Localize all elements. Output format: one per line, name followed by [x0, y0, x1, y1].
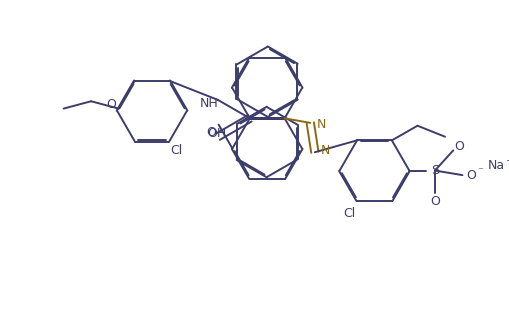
Text: O: O	[430, 195, 440, 208]
Text: ⁻: ⁻	[477, 166, 483, 176]
Text: S: S	[431, 164, 439, 177]
Text: Cl: Cl	[171, 144, 183, 157]
Text: OH: OH	[207, 127, 227, 140]
Text: Cl: Cl	[344, 207, 356, 220]
Text: O: O	[454, 140, 464, 153]
Text: +: +	[505, 156, 509, 166]
Text: N: N	[321, 144, 330, 157]
Text: O: O	[206, 127, 216, 139]
Text: Na: Na	[488, 160, 505, 173]
Text: O: O	[466, 169, 475, 182]
Text: O: O	[106, 98, 116, 111]
Text: N: N	[317, 118, 326, 131]
Text: NH: NH	[200, 97, 218, 110]
